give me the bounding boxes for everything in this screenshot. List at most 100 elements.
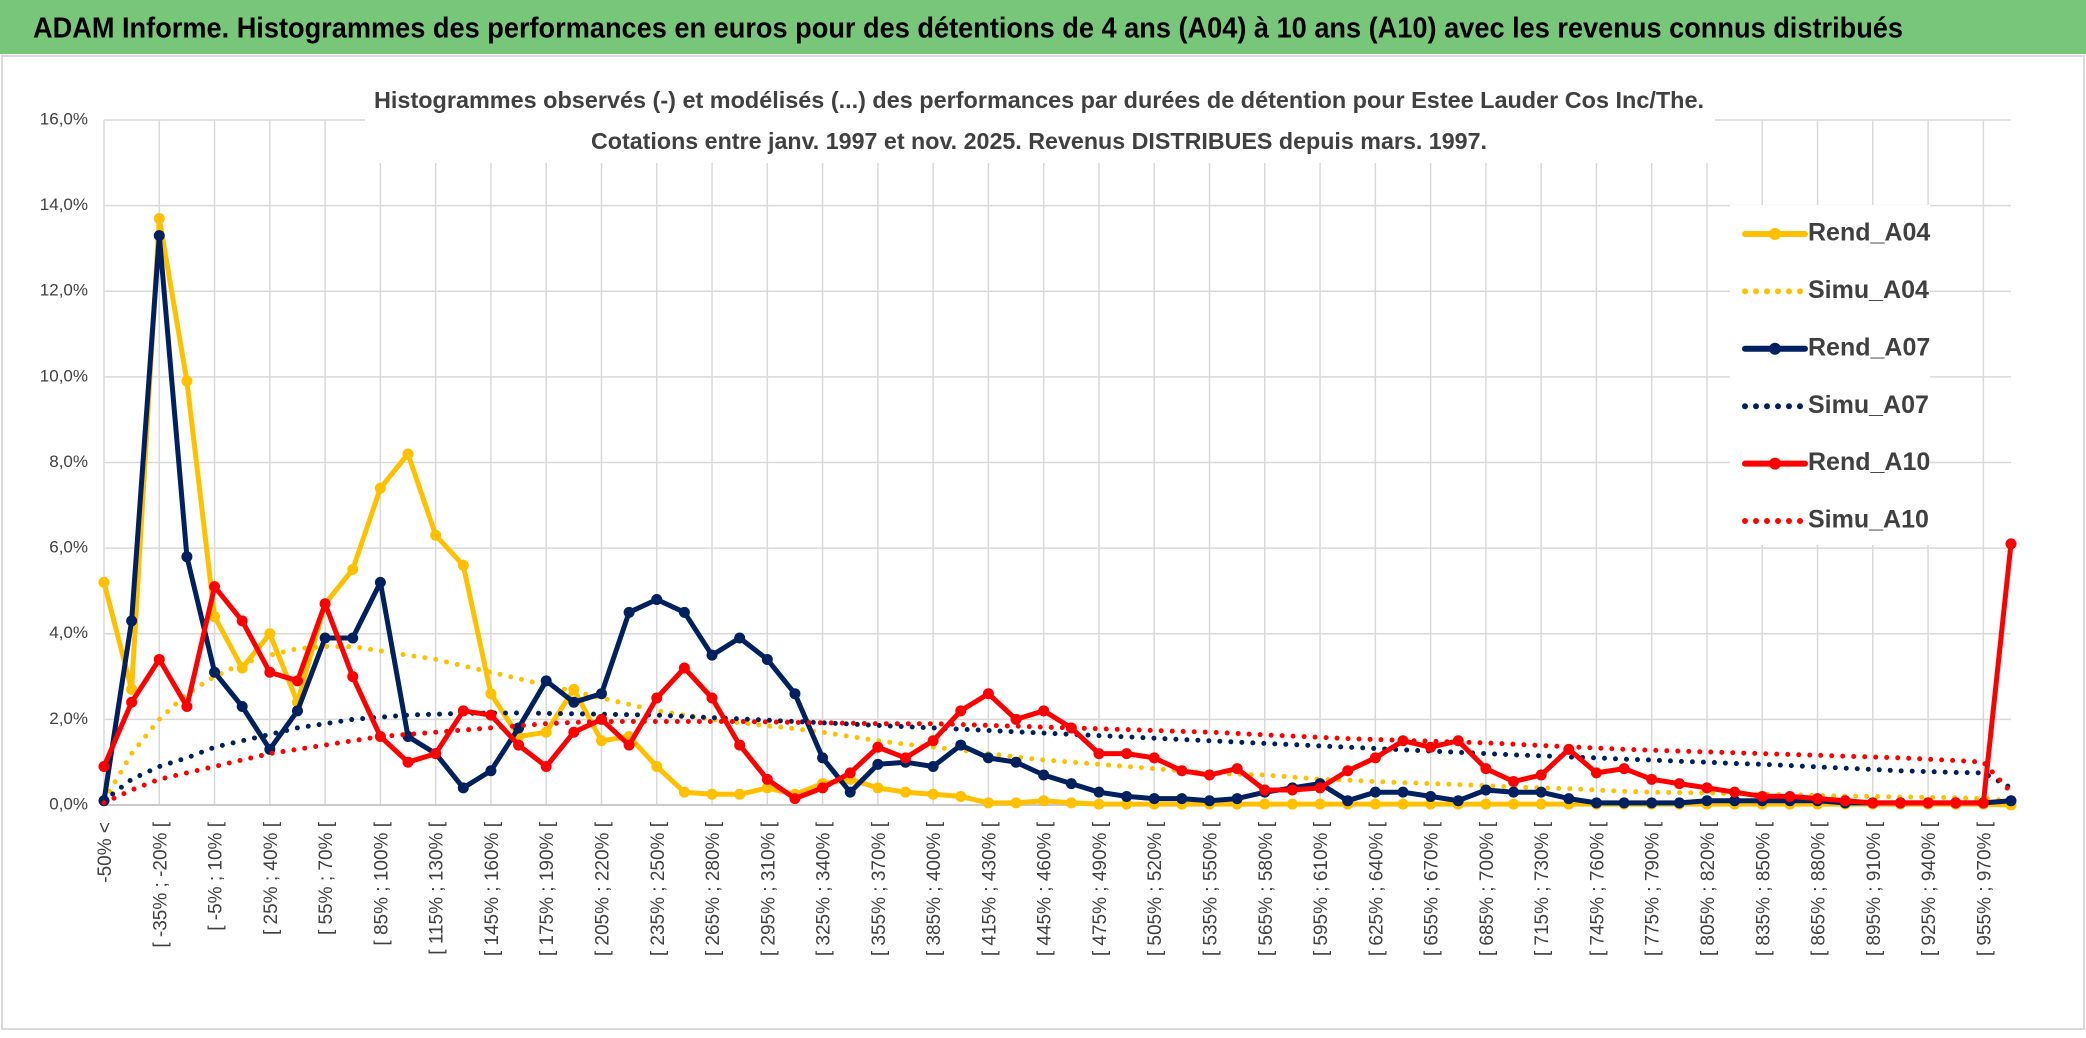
point-marker — [1812, 793, 1824, 805]
point-marker — [1950, 797, 1962, 809]
x-tick-label: [ 745% ; 760% [ — [1587, 821, 1608, 956]
point-marker — [1480, 784, 1492, 796]
point-marker — [1286, 784, 1298, 796]
x-tick-label: [ 625% ; 640% [ — [1366, 821, 1387, 956]
point-marker — [1314, 798, 1326, 810]
plot — [98, 212, 2017, 811]
point-marker — [374, 482, 386, 494]
point-marker — [1010, 797, 1022, 809]
legend-label: Simu_A10 — [1808, 506, 1929, 534]
x-tick-label: [ 355% ; 370% [ — [869, 821, 890, 956]
point-marker — [1231, 793, 1243, 805]
point-marker — [623, 739, 635, 751]
point-marker — [209, 581, 221, 593]
legend: Rend_A04 Simu_A04 Rend_A07 Simu_A07 Rend_A10… — [1742, 219, 1930, 534]
point-marker — [347, 671, 359, 683]
y-tick-label: 2,0% — [49, 709, 88, 728]
x-tick-label: [ 445% ; 460% [ — [1035, 821, 1056, 956]
point-marker — [1673, 778, 1685, 790]
x-tick-label: [ 265% ; 280% [ — [703, 821, 724, 956]
x-tick-label: [ 85% ; 100% [ — [371, 821, 392, 945]
point-marker — [789, 793, 801, 805]
point-marker — [126, 615, 138, 627]
point-marker — [1425, 790, 1437, 802]
header-title: ADAM Informe. Histogrammes des performan… — [33, 13, 1903, 45]
point-marker — [872, 758, 884, 770]
point-marker — [1038, 795, 1050, 807]
header-bar — [0, 0, 2086, 54]
legend-label: Simu_A07 — [1808, 391, 1929, 419]
point-marker — [181, 551, 193, 563]
point-marker — [1618, 763, 1630, 775]
point-marker — [595, 688, 607, 700]
point-marker — [1369, 786, 1381, 798]
x-tick-label: [ 685% ; 700% [ — [1477, 821, 1498, 956]
x-tick-label: [ 385% ; 400% [ — [924, 821, 945, 956]
point-marker — [734, 739, 746, 751]
point-marker — [1894, 797, 1906, 809]
point-marker — [1729, 795, 1741, 807]
point-marker — [1121, 748, 1133, 760]
point-marker — [1369, 798, 1381, 810]
point-marker — [955, 739, 967, 751]
y-tick-label: 14,0% — [40, 195, 88, 214]
point-marker — [1590, 797, 1602, 809]
x-tick-label: [ 865% ; 880% [ — [1809, 821, 1830, 956]
point-marker — [1646, 773, 1658, 785]
point-marker — [513, 739, 525, 751]
point-marker — [1093, 786, 1105, 798]
point-marker — [347, 564, 359, 576]
point-marker — [1480, 763, 1492, 775]
x-tick-label: [ 805% ; 820% [ — [1698, 821, 1719, 956]
point-marker — [264, 666, 276, 678]
x-tick-label: [ 565% ; 580% [ — [1256, 821, 1277, 956]
legend-marker — [1769, 457, 1781, 470]
point-marker — [1259, 784, 1271, 796]
y-tick-label: 8,0% — [49, 452, 88, 471]
point-marker — [1176, 765, 1188, 777]
point-marker — [1508, 798, 1520, 810]
point-marker — [872, 782, 884, 794]
point-marker — [98, 576, 110, 588]
point-marker — [153, 212, 165, 224]
y-tick-label: 6,0% — [49, 538, 88, 557]
point-marker — [1369, 752, 1381, 764]
x-tick-label: [ 145% ; 160% [ — [482, 821, 503, 956]
point-marker — [1121, 798, 1133, 810]
point-marker — [485, 765, 497, 777]
point-marker — [153, 230, 165, 242]
legend-label: Rend_A07 — [1808, 333, 1930, 361]
chart-subtitle: Cotations entre janv. 1997 et nov. 2025.… — [591, 128, 1487, 154]
point-marker — [402, 448, 414, 460]
point-marker — [734, 788, 746, 800]
point-marker — [1535, 798, 1547, 810]
x-tick-label: [ 295% ; 310% [ — [758, 821, 779, 956]
point-marker — [927, 760, 939, 772]
point-marker — [153, 653, 165, 665]
point-marker — [982, 752, 994, 764]
point-marker — [126, 683, 138, 695]
point-marker — [651, 692, 663, 704]
point-marker — [761, 773, 773, 785]
point-marker — [734, 632, 746, 644]
point-marker — [374, 576, 386, 588]
point-marker — [927, 735, 939, 747]
point-marker — [706, 692, 718, 704]
point-marker — [540, 675, 552, 687]
point-marker — [264, 628, 276, 640]
point-marker — [761, 782, 773, 794]
point-marker — [651, 594, 663, 605]
point-marker — [817, 752, 829, 764]
title-box — [365, 83, 1715, 163]
point-marker — [98, 760, 110, 772]
point-marker — [1425, 798, 1437, 810]
point-marker — [1093, 798, 1105, 810]
point-marker — [568, 696, 580, 708]
point-marker — [347, 632, 359, 644]
point-marker — [1618, 797, 1630, 809]
x-tick-label: [ 595% ; 610% [ — [1311, 821, 1332, 956]
point-marker — [1397, 798, 1409, 810]
point-marker — [1065, 778, 1077, 790]
point-marker — [1701, 795, 1713, 807]
x-tick-label: [ 655% ; 670% [ — [1422, 821, 1443, 956]
